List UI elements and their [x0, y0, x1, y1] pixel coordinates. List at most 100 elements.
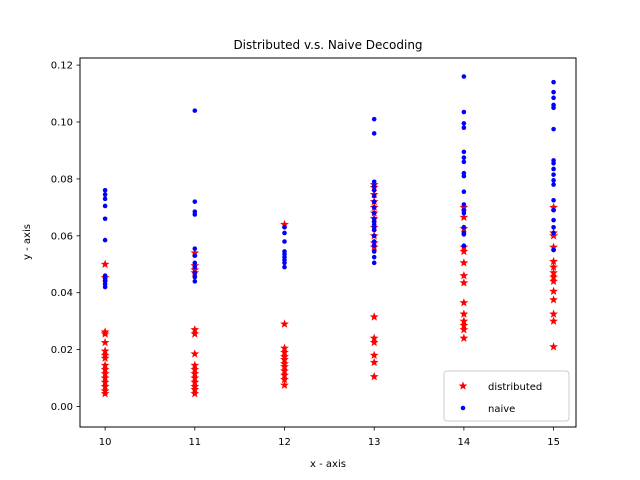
naive-point	[371, 187, 377, 193]
naive-point	[461, 155, 467, 160]
plot-area: 10 11 12 13 14 15 0.00 0.02 0.04 0.06 0.08 0.10 0.12	[51, 57, 577, 448]
chart-title: Distributed v.s. Naive Decoding	[233, 38, 422, 52]
legend: distributed naive	[443, 370, 570, 422]
plot-frame	[80, 58, 576, 427]
naive-point	[192, 212, 198, 217]
naive-point	[551, 105, 556, 111]
naive-point	[371, 210, 377, 216]
distributed-point	[549, 268, 558, 277]
distributed-point	[100, 389, 110, 398]
distributed-point	[190, 325, 200, 334]
legend-marker-naive	[460, 405, 466, 411]
naive-point	[282, 264, 287, 270]
x-tick-label: 14	[458, 437, 471, 448]
distributed-point	[100, 373, 110, 382]
distributed-point	[549, 342, 558, 351]
x-tick-label: 10	[99, 437, 112, 448]
distributed-point	[280, 374, 289, 384]
naive-point	[192, 199, 198, 204]
distributed-point	[190, 389, 200, 398]
distributed-point	[280, 343, 289, 352]
naive-point	[192, 260, 198, 266]
distributed-point	[369, 357, 379, 367]
y-tick-label: 0.12	[51, 61, 73, 72]
x-tick-label: 11	[188, 437, 201, 448]
distributed-point	[549, 316, 558, 325]
naive-point	[371, 205, 377, 210]
legend-label-distributed: distributed	[488, 382, 542, 393]
distributed-point	[549, 309, 558, 318]
naive-point	[192, 274, 198, 280]
distributed-point	[369, 312, 379, 321]
naive-point	[102, 192, 108, 197]
distributed-point	[100, 337, 110, 347]
naive-point	[102, 196, 108, 202]
naive-point	[461, 232, 467, 237]
naive-point	[551, 172, 556, 177]
naive-series	[102, 74, 556, 290]
naive-point	[371, 131, 377, 136]
distributed-point	[549, 242, 558, 251]
naive-point	[461, 224, 467, 230]
distributed-point	[459, 258, 469, 267]
naive-point	[551, 247, 556, 253]
distributed-point	[100, 259, 110, 268]
distributed-point	[549, 276, 558, 286]
naive-point	[551, 217, 556, 223]
distributed-point	[549, 231, 558, 240]
naive-point	[371, 254, 377, 260]
distributed-point	[190, 373, 200, 382]
naive-point	[551, 160, 556, 166]
distributed-point	[369, 337, 379, 347]
legend-marker-distributed	[458, 381, 468, 390]
naive-point	[461, 121, 467, 126]
distributed-point	[369, 372, 379, 381]
naive-point	[282, 260, 287, 266]
naive-point	[192, 270, 198, 276]
naive-point	[551, 89, 556, 95]
naive-point	[371, 116, 377, 122]
distributed-point	[280, 319, 289, 328]
plot-border	[79, 57, 577, 428]
distributed-point	[280, 354, 289, 364]
naive-point	[461, 202, 467, 207]
distributed-point	[459, 333, 469, 342]
distributed-point	[459, 246, 469, 256]
distributed-point	[190, 248, 200, 257]
naive-point	[551, 224, 556, 230]
x-tick-label: 15	[547, 437, 560, 448]
distributed-point	[280, 370, 289, 379]
naive-point	[371, 227, 377, 233]
distributed-point	[100, 353, 110, 362]
naive-point	[102, 203, 108, 209]
distributed-point	[459, 309, 469, 318]
naive-point	[551, 166, 556, 172]
distributed-point	[190, 329, 200, 338]
distributed-point	[549, 286, 558, 296]
distributed-point	[459, 316, 469, 325]
naive-point	[102, 237, 108, 243]
distributed-point	[459, 202, 469, 212]
distributed-point	[459, 278, 469, 287]
distributed-point	[549, 202, 558, 212]
distributed-point	[280, 366, 289, 375]
distributed-point	[100, 377, 110, 387]
distributed-point	[549, 256, 558, 266]
naive-point	[192, 246, 198, 251]
distributed-point	[369, 350, 379, 360]
naive-point	[282, 224, 287, 230]
naive-point	[102, 187, 108, 193]
distributed-point	[100, 346, 110, 355]
distributed-point	[280, 347, 289, 357]
naive-point	[461, 109, 467, 115]
distributed-point	[459, 271, 469, 280]
distributed-point	[190, 369, 200, 378]
y-tick-label: 0.10	[51, 118, 73, 129]
naive-point	[371, 239, 377, 244]
x-tick-label: 13	[368, 437, 381, 448]
naive-point	[102, 216, 108, 222]
naive-point	[551, 230, 556, 236]
naive-point	[461, 210, 467, 216]
distributed-point	[280, 380, 289, 389]
naive-point	[371, 199, 377, 204]
